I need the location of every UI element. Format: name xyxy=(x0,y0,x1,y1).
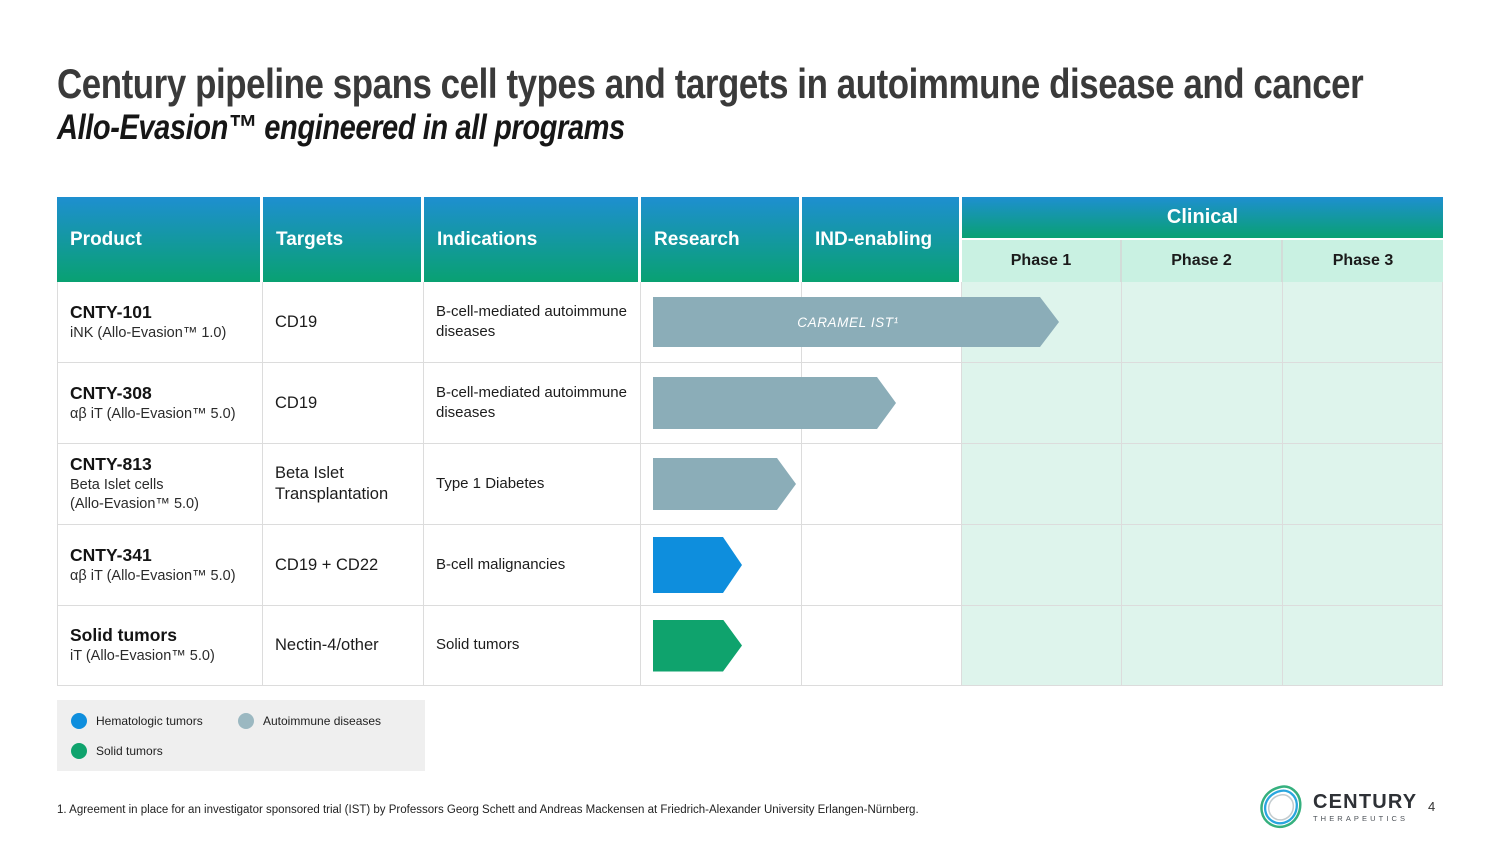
research-cell xyxy=(641,444,802,524)
product-subtitle: αβ iT (Allo-Evasion™ 5.0) xyxy=(70,405,236,422)
legend-label: Autoimmune diseases xyxy=(263,714,382,728)
indications-value: Solid tumors xyxy=(436,636,520,654)
solid-dot-icon xyxy=(71,743,87,759)
phase1-cell xyxy=(962,363,1122,443)
indications-value: B-cell-mediated autoimmune diseases xyxy=(436,302,627,340)
ind-enabling-cell xyxy=(802,363,962,443)
indications-cell: Solid tumors xyxy=(424,606,641,685)
legend: Hematologic tumors Autoimmune diseases S… xyxy=(57,700,425,771)
indications-cell: Type 1 Diabetes xyxy=(424,444,641,524)
pipeline-arrow xyxy=(653,458,796,510)
slide-title: Century pipeline spans cell types and ta… xyxy=(57,60,1364,107)
century-blob-icon xyxy=(1260,785,1302,829)
indications-value: B-cell-mediated autoimmune diseases xyxy=(436,383,627,421)
page-number: 4 xyxy=(1428,799,1436,814)
table-row-cnty-101: CNTY-101 iNK (Allo-Evasion™ 1.0) CD19 B-… xyxy=(58,282,1443,363)
phase3-cell xyxy=(1283,282,1443,362)
pipeline-arrow xyxy=(653,537,742,593)
phase1-cell xyxy=(962,606,1122,685)
indications-value: B-cell malignancies xyxy=(436,555,566,573)
legend-item-solid: Solid tumors xyxy=(71,743,238,759)
targets-value: Beta Islet Transplantation xyxy=(275,464,389,503)
pipeline-arrow xyxy=(653,377,896,429)
ind-enabling-cell xyxy=(802,444,962,524)
indications-cell: B-cell-mediated autoimmune diseases xyxy=(424,363,641,443)
header-clinical: Clinical xyxy=(962,197,1443,240)
product-name: CNTY-101 xyxy=(70,301,152,322)
phase3-cell xyxy=(1283,444,1443,524)
product-name: Solid tumors xyxy=(70,625,177,646)
pipeline-table: Product Targets Indications Research IND… xyxy=(57,197,1443,686)
table-row-cnty-308: CNTY-308 αβ iT (Allo-Evasion™ 5.0) CD19 … xyxy=(58,363,1443,444)
logo-brand-sub: THERAPEUTICS xyxy=(1313,813,1409,823)
header-ind-enabling: IND-enabling xyxy=(802,197,962,282)
targets-cell: CD19 xyxy=(263,282,424,362)
product-cell: CNTY-813 Beta Islet cells (Allo-Evasion™… xyxy=(58,444,263,524)
header-phase-1: Phase 1 xyxy=(962,240,1122,282)
phase2-cell xyxy=(1122,282,1283,362)
ind-enabling-cell xyxy=(802,525,962,605)
pipeline-arrow: CARAMEL IST¹ xyxy=(653,297,1059,347)
phase2-cell xyxy=(1122,444,1283,524)
pipeline-arrow-label: CARAMEL IST¹ xyxy=(797,314,899,330)
phase3-cell xyxy=(1283,363,1443,443)
header-product: Product xyxy=(57,197,263,282)
targets-value: Nectin-4/other xyxy=(275,636,379,655)
phase2-cell xyxy=(1122,606,1283,685)
hematologic-dot-icon xyxy=(71,713,87,729)
phase3-cell xyxy=(1283,606,1443,685)
table-body: CNTY-101 iNK (Allo-Evasion™ 1.0) CD19 B-… xyxy=(57,282,1443,686)
targets-value: CD19 xyxy=(275,393,318,412)
header-research: Research xyxy=(641,197,802,282)
table-row-solid-tumors: Solid tumors iT (Allo-Evasion™ 5.0) Nect… xyxy=(58,606,1443,686)
footnote: 1. Agreement in place for an investigato… xyxy=(57,804,919,816)
product-subtitle: iT (Allo-Evasion™ 5.0) xyxy=(70,648,215,665)
table-header: Product Targets Indications Research IND… xyxy=(57,197,1443,282)
legend-item-autoimmune: Autoimmune diseases xyxy=(238,713,411,729)
slide-subtitle: Allo-Evasion™ engineered in all programs xyxy=(57,108,625,147)
targets-cell: Nectin-4/other xyxy=(263,606,424,685)
header-indications: Indications xyxy=(424,197,641,282)
header-phase-3: Phase 3 xyxy=(1283,240,1443,282)
phase1-cell xyxy=(962,525,1122,605)
indications-value: Type 1 Diabetes xyxy=(436,474,545,492)
product-name: CNTY-308 xyxy=(70,382,152,403)
logo-brand: CENTURY xyxy=(1313,790,1418,813)
ind-enabling-cell xyxy=(802,606,962,685)
product-subtitle: αβ iT (Allo-Evasion™ 5.0) xyxy=(70,567,236,584)
targets-cell: Beta Islet Transplantation xyxy=(263,444,424,524)
legend-label: Hematologic tumors xyxy=(96,714,203,728)
indications-cell: B-cell-mediated autoimmune diseases xyxy=(424,282,641,362)
product-cell: CNTY-101 iNK (Allo-Evasion™ 1.0) xyxy=(58,282,263,362)
product-name: CNTY-813 xyxy=(70,454,152,475)
product-cell: Solid tumors iT (Allo-Evasion™ 5.0) xyxy=(58,606,263,685)
header-phase-2: Phase 2 xyxy=(1122,240,1283,282)
product-cell: CNTY-308 αβ iT (Allo-Evasion™ 5.0) xyxy=(58,363,263,443)
targets-cell: CD19 xyxy=(263,363,424,443)
century-logo: CENTURY THERAPEUTICS xyxy=(1258,784,1417,830)
phase2-cell xyxy=(1122,525,1283,605)
pipeline-arrow xyxy=(653,620,742,672)
phase2-cell xyxy=(1122,363,1283,443)
legend-label: Solid tumors xyxy=(96,744,163,758)
indications-cell: B-cell malignancies xyxy=(424,525,641,605)
product-subtitle: iNK (Allo-Evasion™ 1.0) xyxy=(70,324,227,341)
targets-value: CD19 xyxy=(275,312,318,331)
phase3-cell xyxy=(1283,525,1443,605)
targets-cell: CD19 + CD22 xyxy=(263,525,424,605)
table-row-cnty-813: CNTY-813 Beta Islet cells (Allo-Evasion™… xyxy=(58,444,1443,525)
autoimmune-dot-icon xyxy=(238,713,254,729)
phase1-cell xyxy=(962,444,1122,524)
legend-item-hematologic: Hematologic tumors xyxy=(71,713,238,729)
research-cell xyxy=(641,606,802,685)
research-cell xyxy=(641,525,802,605)
targets-value: CD19 + CD22 xyxy=(275,555,379,574)
table-row-cnty-341: CNTY-341 αβ iT (Allo-Evasion™ 5.0) CD19 … xyxy=(58,525,1443,606)
product-name: CNTY-341 xyxy=(70,544,152,565)
product-cell: CNTY-341 αβ iT (Allo-Evasion™ 5.0) xyxy=(58,525,263,605)
header-targets: Targets xyxy=(263,197,424,282)
product-subtitle: Beta Islet cells (Allo-Evasion™ 5.0) xyxy=(70,477,199,512)
